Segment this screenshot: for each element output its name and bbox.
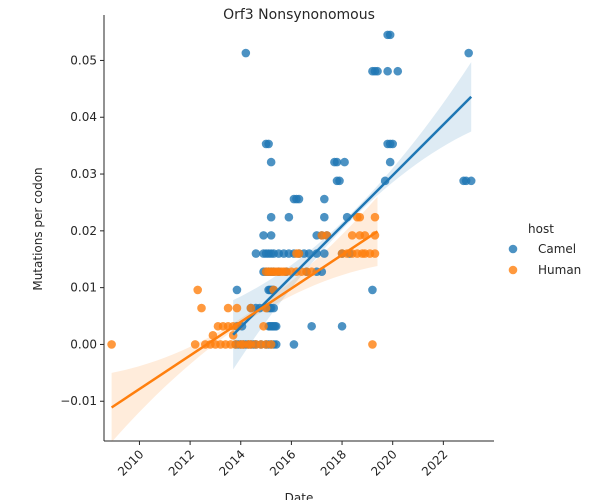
legend-label: Camel — [538, 242, 576, 256]
data-point — [370, 212, 380, 222]
data-point — [259, 321, 268, 331]
data-point — [368, 285, 377, 295]
y-axis-title: Mutations per codon — [31, 167, 45, 290]
legend-marker — [508, 265, 518, 275]
y-tick-label: 0.02 — [70, 224, 97, 238]
regression-line — [232, 95, 473, 336]
data-point — [373, 66, 382, 76]
data-point — [284, 212, 294, 222]
data-point — [264, 139, 273, 149]
data-point — [335, 176, 344, 186]
data-point — [193, 285, 203, 295]
legend-items: Camel Human — [508, 242, 581, 277]
data-point — [337, 321, 347, 331]
regression-lines — [110, 95, 473, 409]
x-tick-label: 2020 — [368, 447, 399, 478]
data-point — [266, 212, 276, 222]
x-axis-ticks: 2010 2012 2014 2016 2018 2020 2022 — [115, 441, 450, 479]
axes — [103, 15, 494, 442]
data-point — [266, 157, 276, 167]
data-point — [312, 249, 322, 258]
data-point — [251, 249, 261, 258]
data-point — [307, 321, 316, 331]
data-point — [370, 249, 380, 258]
x-tick-label: 2022 — [419, 447, 450, 478]
data-point — [266, 231, 276, 240]
y-tick-label: 0.03 — [70, 167, 97, 181]
legend-label: Human — [538, 263, 581, 277]
legend-title: host — [528, 222, 554, 236]
data-point — [466, 176, 476, 186]
y-axis-ticks: −0.01 0.00 0.01 0.02 0.03 0.04 0.05 — [60, 53, 104, 408]
regression-line — [110, 230, 379, 409]
x-tick-label: 2018 — [318, 447, 349, 478]
data-point — [197, 303, 206, 313]
data-point — [340, 157, 349, 167]
y-tick-label: 0.04 — [70, 110, 97, 124]
data-point — [385, 30, 395, 40]
data-point — [383, 66, 392, 76]
data-point — [269, 303, 278, 313]
x-tick-label: 2012 — [166, 447, 197, 478]
y-tick-label: 0.01 — [70, 281, 97, 295]
data-point — [464, 48, 473, 58]
data-point — [232, 303, 242, 313]
data-point — [294, 249, 304, 258]
y-tick-label: 0.05 — [70, 53, 97, 67]
data-point — [320, 249, 329, 258]
data-point — [320, 194, 329, 204]
data-point — [332, 157, 342, 167]
data-point — [380, 176, 390, 186]
data-point — [289, 340, 299, 349]
y-tick-label: −0.01 — [60, 394, 97, 408]
data-point — [393, 66, 403, 76]
data-point — [241, 48, 251, 58]
data-point — [388, 139, 398, 149]
scatter-points — [107, 30, 476, 349]
data-point — [355, 212, 365, 222]
data-point — [320, 212, 329, 222]
data-point — [368, 340, 377, 349]
y-tick-label: 0.00 — [70, 337, 97, 351]
data-point — [294, 194, 304, 204]
x-tick-label: 2016 — [267, 447, 298, 478]
x-tick-label: 2014 — [216, 447, 247, 478]
data-point — [385, 157, 395, 167]
data-point — [223, 303, 233, 313]
data-point — [232, 285, 242, 295]
legend: host Camel Human — [508, 222, 581, 277]
data-point — [266, 340, 276, 349]
data-point — [347, 231, 357, 240]
data-point — [271, 321, 281, 331]
x-tick-label: 2010 — [115, 447, 146, 478]
data-point — [190, 340, 200, 349]
legend-marker — [508, 244, 518, 254]
data-point — [259, 231, 268, 240]
chart-title: Orf3 Nonsynonomous — [223, 7, 375, 23]
x-axis-title: Date — [285, 491, 314, 500]
data-point — [107, 340, 116, 349]
data-point — [246, 303, 256, 313]
